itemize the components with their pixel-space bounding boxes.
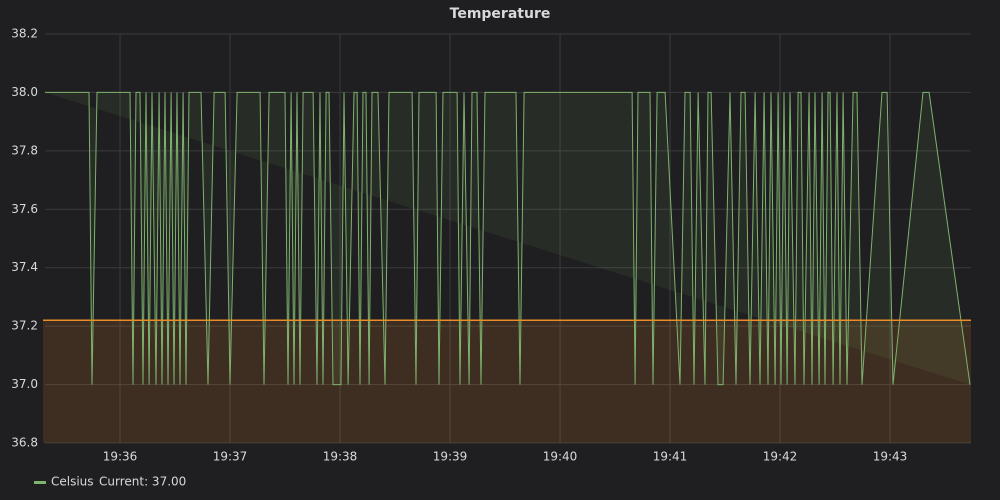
legend-current: Current: 37.00 — [99, 475, 186, 489]
x-tick-label: 19:37 — [213, 450, 248, 464]
y-tick-label: 37.2 — [11, 319, 38, 333]
y-tick-label: 37.8 — [11, 143, 38, 157]
y-tick-label: 37.0 — [11, 377, 38, 391]
legend-label: Celsius — [51, 475, 94, 489]
x-tick-label: 19:39 — [433, 450, 468, 464]
y-tick-label: 37.6 — [11, 202, 38, 216]
chart-title: Temperature — [450, 6, 551, 22]
y-tick-label: 36.8 — [11, 436, 38, 450]
x-tick-label: 19:42 — [763, 450, 798, 464]
x-tick-label: 19:38 — [323, 450, 358, 464]
series-line — [45, 91, 971, 386]
threshold-fill — [43, 320, 971, 443]
y-tick-label: 38.0 — [11, 85, 38, 99]
legend-swatch — [34, 481, 46, 484]
x-tick-label: 19:40 — [543, 450, 578, 464]
x-tick-label: 19:36 — [103, 450, 138, 464]
series-area — [45, 92, 970, 385]
x-tick-label: 19:41 — [653, 450, 688, 464]
x-tick-label: 19:43 — [873, 450, 908, 464]
y-tick-label: 38.2 — [11, 27, 38, 41]
y-tick-label: 37.4 — [11, 260, 38, 274]
